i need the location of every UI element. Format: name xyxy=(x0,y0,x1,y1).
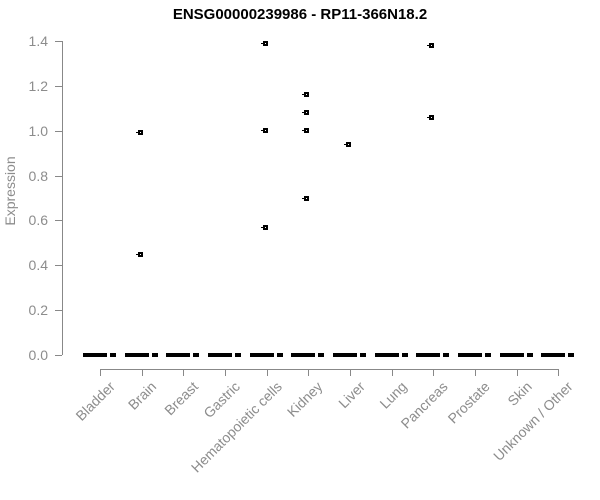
x-tick xyxy=(142,369,143,376)
x-tick-label: Breast xyxy=(160,378,201,419)
y-tick-label: 0.6 xyxy=(28,212,48,228)
data-point xyxy=(136,130,143,135)
zero-expression-dash xyxy=(375,353,408,357)
data-point xyxy=(302,128,309,133)
y-tick-label: 0.0 xyxy=(28,347,48,363)
y-tick-label: 1.2 xyxy=(28,78,48,94)
zero-expression-dash xyxy=(83,353,116,357)
zero-expression-dash xyxy=(166,353,199,357)
x-tick-label: Prostate xyxy=(444,378,493,427)
y-tick-label: 1.4 xyxy=(28,33,48,49)
x-tick xyxy=(558,369,559,376)
data-point xyxy=(344,142,351,147)
x-tick-label: Lung xyxy=(376,378,410,412)
zero-expression-dash xyxy=(416,353,449,357)
x-tick xyxy=(225,369,226,376)
y-tick-label: 0.8 xyxy=(28,168,48,184)
data-point xyxy=(427,115,434,120)
x-tick-label: Gastric xyxy=(199,378,243,421)
x-tick xyxy=(100,369,101,376)
zero-expression-dash xyxy=(125,353,158,357)
x-tick xyxy=(308,369,309,376)
x-axis-line xyxy=(100,369,559,370)
data-point xyxy=(136,252,143,257)
x-tick xyxy=(183,369,184,376)
y-tick-label: 1.0 xyxy=(28,123,48,139)
y-tick xyxy=(55,86,62,87)
x-tick-label: Brain xyxy=(125,378,160,413)
x-tick-label: Skin xyxy=(504,378,535,409)
x-tick xyxy=(433,369,434,376)
zero-expression-dash xyxy=(458,353,491,357)
y-tick xyxy=(55,265,62,266)
x-tick xyxy=(517,369,518,376)
data-point xyxy=(302,196,309,201)
data-point xyxy=(427,43,434,48)
zero-expression-dash xyxy=(208,353,241,357)
y-tick xyxy=(55,310,62,311)
y-tick xyxy=(55,176,62,177)
y-tick xyxy=(55,220,62,221)
x-tick xyxy=(392,369,393,376)
data-point xyxy=(302,92,309,97)
zero-expression-dash xyxy=(541,353,574,357)
zero-expression-dash xyxy=(250,353,283,357)
zero-expression-dash xyxy=(333,353,366,357)
zero-expression-dash xyxy=(291,353,324,357)
x-tick xyxy=(475,369,476,376)
zero-expression-dash xyxy=(500,353,533,357)
data-point xyxy=(302,110,309,115)
x-tick-label: Liver xyxy=(334,378,368,412)
chart-title: ENSG00000239986 - RP11-366N18.2 xyxy=(172,6,428,23)
y-tick xyxy=(55,41,62,42)
data-point xyxy=(261,225,268,230)
y-tick-label: 0.4 xyxy=(28,257,48,273)
y-tick-label: 0.2 xyxy=(28,302,48,318)
data-point xyxy=(261,41,268,46)
data-point xyxy=(261,128,268,133)
x-tick-label: Bladder xyxy=(72,378,118,424)
x-tick-label: Kidney xyxy=(284,378,326,420)
y-tick xyxy=(55,131,62,132)
x-tick xyxy=(267,369,268,376)
x-tick xyxy=(350,369,351,376)
y-axis-line xyxy=(62,41,63,355)
y-tick xyxy=(55,355,62,356)
